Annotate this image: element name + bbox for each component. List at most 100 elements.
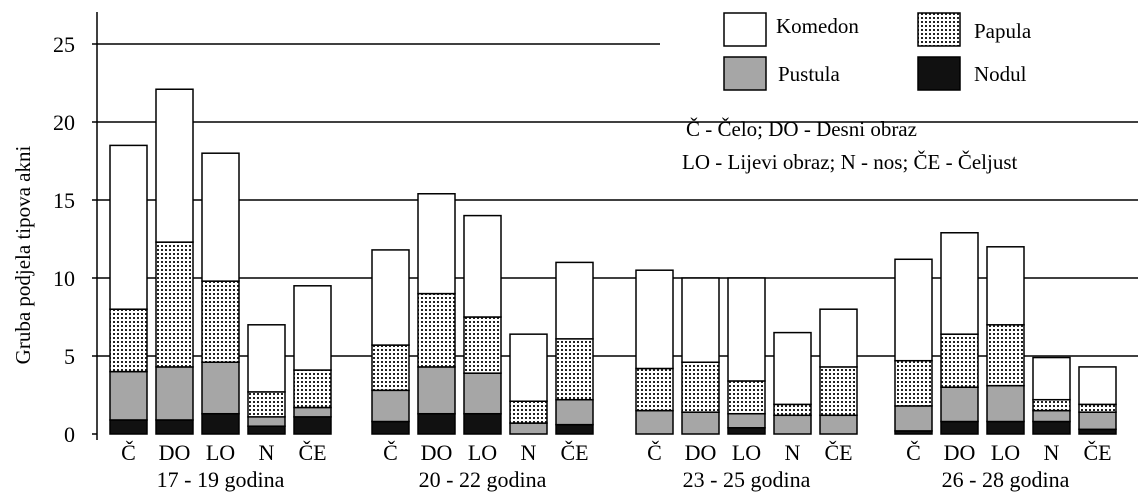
bar-papula-g1-2 [155,241,194,368]
bar-papula-g2-3 [463,316,502,374]
bar-pustula-g3-3 [727,412,766,429]
x-tick-label-g2-4: N [521,440,537,465]
bar-papula-g2-1 [371,344,410,392]
bar-komedon-g2-1 [371,249,410,346]
bar-pustula-g4-3 [986,384,1025,423]
y-tick-label-25: 25 [53,32,75,57]
legend-label-nodul: Nodul [974,62,1027,86]
bar-komedon-g3-3 [727,277,766,382]
legend-label-pustula: Pustula [778,62,841,86]
bar-nodul-g4-3 [986,420,1025,435]
bar-pustula-g2-5 [555,398,594,426]
bar-nodul-g1-3 [201,412,240,435]
abbreviation-line-2: LO - Lijevi obraz; N - nos; ČE - Čeljust [682,150,1018,174]
bar-papula-g1-3 [201,280,240,363]
bar-pustula-g1-5 [293,406,332,418]
bar-nodul-g1-4 [247,425,286,435]
x-tick-label-g4-4: N [1044,440,1060,465]
bar-komedon-g2-4 [509,333,548,402]
x-tick-label-g2-3: LO [468,440,497,465]
bar-papula-g1-5 [293,369,332,409]
x-labels: Č DO LO N ČE 17 - 19 godina Č DO LO N ČE 20 - 22 go… [121,440,1111,492]
y-axis: 0 5 10 15 20 25 [53,12,98,447]
x-tick-label-g3-2: DO [685,440,717,465]
bar-pustula-g4-5 [1078,411,1117,431]
bar-papula-g3-1 [635,367,674,412]
bar-komedon-g3-5 [819,308,858,368]
legend-label-papula: Papula [974,19,1032,43]
bar-nodul-g1-5 [293,416,332,435]
bar-papula-g4-2 [940,333,979,388]
bar-papula-g4-5 [1078,403,1117,413]
y-tick-label-15: 15 [53,188,75,213]
x-tick-label-g4-2: DO [944,440,976,465]
x-tick-label-g2-1: Č [383,440,398,465]
bar-papula-g3-5 [819,366,858,417]
bars [109,88,1117,435]
bar-komedon-g3-4 [773,331,812,406]
bar-pustula-g3-4 [773,414,812,435]
bar-nodul-g2-5 [555,423,594,435]
bar-papula-g1-4 [247,391,286,418]
x-tick-label-g4-3: LO [991,440,1020,465]
bar-papula-g4-4 [1032,398,1071,412]
bar-komedon-g3-2 [681,277,720,363]
y-tick-label-0: 0 [64,422,75,447]
bar-nodul-g3-3 [727,427,766,435]
legend-swatch-nodul [917,56,961,91]
bar-papula-g2-4 [509,400,548,424]
gridlines [97,43,1138,357]
bar-pustula-g3-1 [635,409,674,435]
bar-pustula-g1-1 [109,370,148,421]
bar-komedon-g2-3 [463,214,502,318]
group-label-4: 26 - 28 godina [942,467,1070,492]
bar-papula-g2-2 [417,292,456,368]
bar-papula-g1-1 [109,308,148,373]
bar-papula-g3-2 [681,361,720,413]
bar-nodul-g4-2 [940,420,979,435]
bar-pustula-g2-4 [509,422,548,435]
bar-komedon-g1-1 [109,144,148,310]
abbreviation-line-1: Č - Čelo; DO - Desni obraz [686,117,917,141]
bar-pustula-g3-5 [819,414,858,435]
bar-komedon-g1-2 [155,88,194,243]
bar-nodul-g1-2 [155,419,194,435]
bar-komedon-g3-1 [635,269,674,370]
bar-nodul-g2-3 [463,412,502,435]
bar-komedon-g4-4 [1032,356,1071,401]
bar-pustula-g4-4 [1032,409,1071,423]
bar-komedon-g1-5 [293,285,332,371]
bar-komedon-g1-4 [247,324,286,393]
y-tick-label-5: 5 [64,344,75,369]
bar-papula-g4-3 [986,324,1025,387]
group-label-2: 20 - 22 godina [419,467,547,492]
legend-label-komedon: Komedon [776,14,859,38]
x-tick-label-g3-4: N [785,440,801,465]
bar-pustula-g2-3 [463,372,502,415]
bar-papula-g2-5 [555,338,594,401]
x-tick-label-g1-5: ČE [298,440,326,465]
x-tick-label-g4-5: ČE [1083,440,1111,465]
bar-pustula-g2-1 [371,389,410,423]
bar-komedon-g4-3 [986,246,1025,326]
bar-papula-g3-3 [727,380,766,415]
bar-pustula-g1-3 [201,361,240,415]
bar-komedon-g1-3 [201,152,240,282]
bar-nodul-g1-1 [109,419,148,435]
bar-komedon-g2-5 [555,261,594,340]
x-tick-label-g1-3: LO [206,440,235,465]
y-tick-label-10: 10 [53,266,75,291]
bar-papula-g3-4 [773,403,812,417]
x-tick-label-g2-5: ČE [560,440,588,465]
y-tick-label-20: 20 [53,110,75,135]
bar-komedon-g2-2 [417,193,456,295]
x-tick-label-g3-5: ČE [824,440,852,465]
x-tick-label-g1-4: N [259,440,275,465]
bar-pustula-g1-4 [247,416,286,427]
group-label-3: 23 - 25 godina [683,467,811,492]
bar-papula-g4-1 [894,359,933,407]
x-tick-label-g1-1: Č [121,440,136,465]
bar-pustula-g4-1 [894,405,933,432]
legend-swatch-komedon [723,12,767,47]
